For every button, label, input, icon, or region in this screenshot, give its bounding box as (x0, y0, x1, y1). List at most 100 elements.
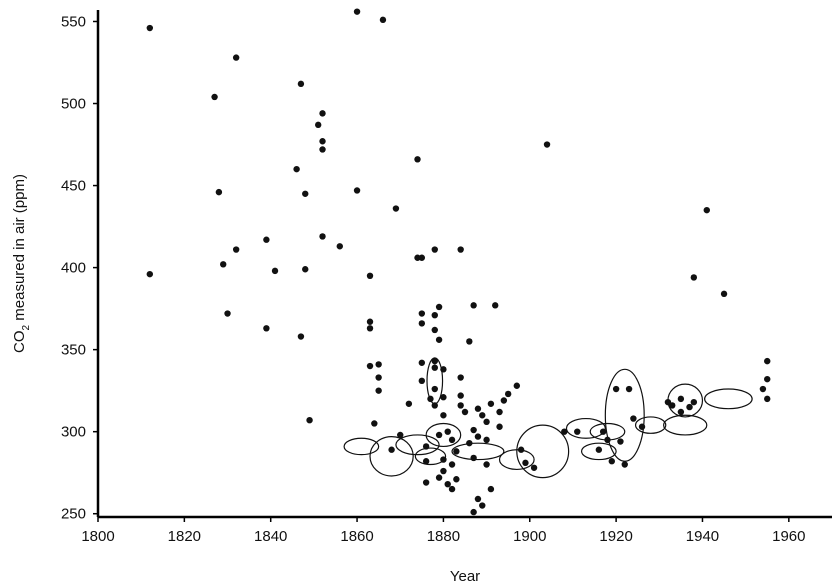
data-point (435, 474, 443, 481)
data-point (431, 326, 438, 334)
x-tick-label: 1840 (254, 528, 287, 545)
data-point (353, 8, 361, 15)
data-point (608, 458, 615, 465)
cluster-outline (451, 442, 505, 461)
data-point (638, 423, 646, 430)
data-point (453, 476, 460, 483)
data-point (319, 138, 326, 145)
data-point (703, 206, 710, 214)
data-point (479, 502, 486, 509)
data-point (440, 394, 447, 401)
y-tick-label: 550 (61, 13, 86, 30)
data-point (595, 446, 603, 453)
data-point (448, 485, 456, 493)
data-point (319, 146, 326, 153)
y-axis-ticks: 250 300 350 400 450 500 550 (61, 13, 98, 523)
data-point (293, 165, 300, 173)
data-point (474, 405, 482, 412)
data-point (418, 377, 426, 385)
data-point (690, 274, 698, 281)
y-axis-title: CO2 measured in air (ppm) (11, 174, 32, 353)
data-point (215, 188, 223, 196)
x-tick-label: 1920 (599, 528, 632, 545)
data-point (669, 402, 676, 409)
data-point (366, 318, 374, 325)
data-point (366, 272, 374, 280)
data-point (470, 454, 477, 462)
data-point (496, 423, 503, 430)
data-point (431, 311, 438, 319)
data-point (263, 236, 270, 243)
data-point (677, 408, 685, 416)
data-point (466, 439, 473, 447)
data-point (418, 320, 426, 327)
data-point (388, 446, 395, 453)
data-point (764, 357, 771, 365)
data-point (422, 443, 430, 450)
data-point (375, 374, 382, 381)
data-point (513, 382, 521, 389)
data-point (375, 387, 382, 394)
data-point (431, 402, 438, 409)
data-point (319, 110, 326, 117)
data-point (617, 438, 624, 445)
data-point (448, 461, 456, 468)
data-point (457, 402, 464, 409)
data-point (211, 93, 218, 101)
data-point (444, 428, 451, 435)
data-point (690, 398, 698, 406)
cluster-outline (634, 416, 667, 434)
cluster-outline (580, 442, 617, 461)
data-point (487, 400, 495, 407)
data-point (371, 420, 378, 427)
data-point (496, 408, 503, 416)
data-point (574, 428, 581, 435)
data-point (440, 456, 447, 463)
data-point (504, 390, 512, 398)
data-point (621, 461, 628, 468)
data-point (319, 233, 326, 240)
y-tick-label: 300 (61, 424, 86, 441)
data-point (431, 246, 438, 253)
data-point (302, 266, 309, 273)
y-tick-label: 400 (61, 260, 86, 277)
data-point (453, 448, 460, 455)
x-axis-title-text: Year (450, 568, 480, 585)
data-point (470, 426, 477, 434)
data-point (517, 446, 525, 453)
data-point (759, 385, 767, 393)
data-point (397, 431, 404, 439)
data-point (271, 267, 279, 275)
data-point (297, 333, 305, 340)
data-point (720, 290, 728, 298)
data-point (530, 464, 538, 471)
data-point (353, 187, 361, 194)
data-point (418, 310, 426, 317)
data-point (483, 461, 490, 468)
data-point (466, 338, 473, 345)
data-point (448, 436, 456, 444)
data-point (392, 205, 400, 212)
data-point (483, 418, 490, 426)
y-axis-title-subscript: 2 (21, 324, 32, 330)
data-point (232, 246, 240, 253)
data-point (470, 508, 477, 516)
data-point (500, 397, 508, 404)
data-point (604, 436, 611, 444)
data-point (146, 270, 154, 278)
cluster-outline (565, 417, 606, 439)
data-point (336, 243, 343, 250)
data-point (630, 415, 637, 422)
data-point (461, 408, 469, 416)
cluster-outline (667, 383, 704, 418)
cluster-outline (516, 424, 570, 479)
cluster-outline (343, 437, 380, 456)
data-point (366, 362, 374, 370)
data-point (146, 24, 154, 32)
y-tick-label: 350 (61, 342, 86, 359)
data-point (435, 336, 443, 343)
data-point (302, 190, 309, 197)
data-point (474, 433, 482, 440)
data-point (422, 458, 430, 465)
y-tick-label: 500 (61, 96, 86, 113)
